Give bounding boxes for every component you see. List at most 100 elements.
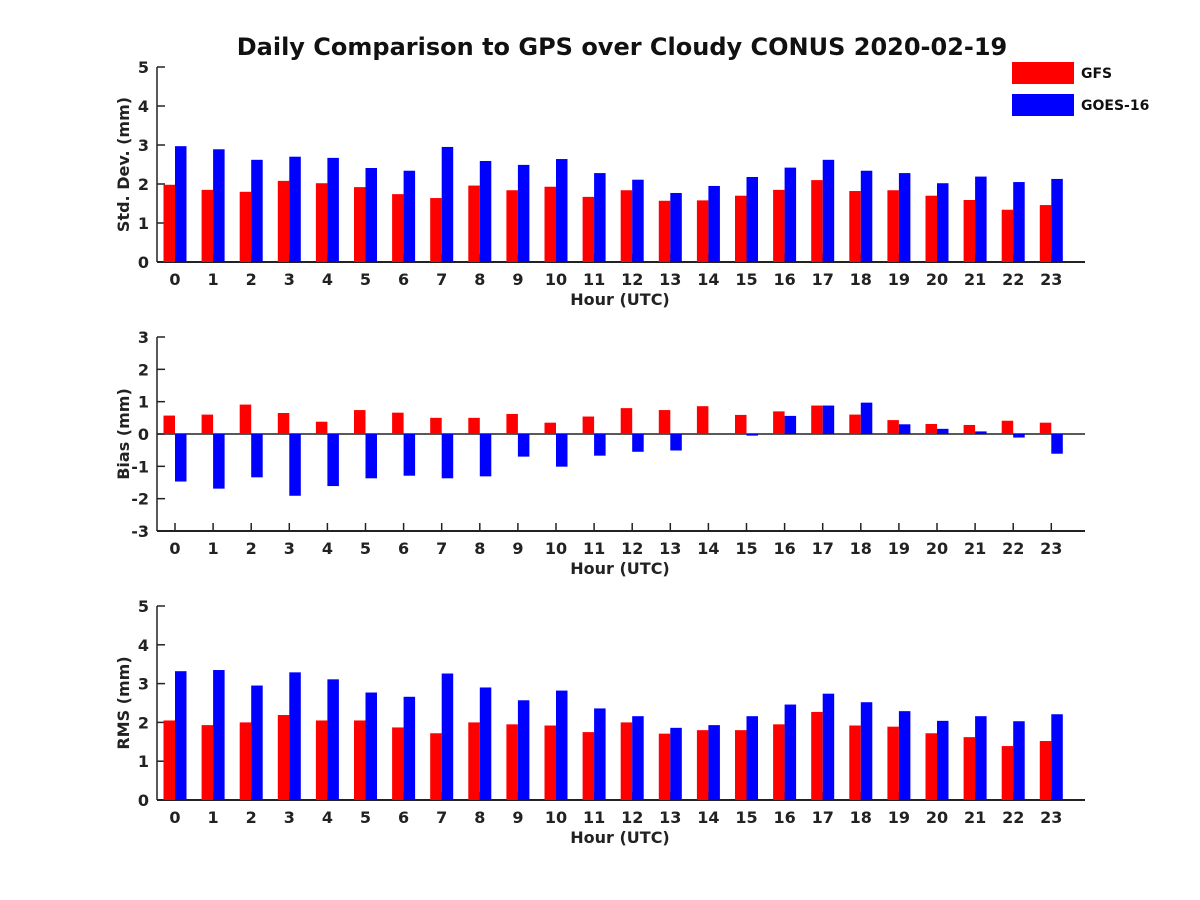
bar-gfs-hour-14 <box>696 200 709 262</box>
x-tick-label: 9 <box>512 270 523 289</box>
x-tick-label: 21 <box>964 270 986 289</box>
x-tick-label: 10 <box>545 270 567 289</box>
bar-goes16-hour-7 <box>441 146 454 262</box>
bar-goes16-hour-21 <box>975 431 987 434</box>
y-tick-label: -1 <box>131 457 149 476</box>
y-tick-label: -2 <box>131 490 149 509</box>
bar-gfs-hour-1 <box>201 725 214 800</box>
y-tick-label: 0 <box>138 791 149 810</box>
bar-goes16-hour-6 <box>403 170 416 262</box>
y-tick-label: 1 <box>138 214 149 233</box>
bar-goes16-hour-3 <box>289 672 301 800</box>
bar-gfs-hour-8 <box>468 722 480 800</box>
bar-goes16-hour-23 <box>1051 714 1063 800</box>
bar-gfs-hour-5 <box>354 720 366 800</box>
bar-goes16-hour-18 <box>860 702 873 800</box>
bar-goes16-hour-20 <box>937 428 949 434</box>
bar-gfs-hour-10 <box>544 725 556 800</box>
bar-gfs-hour-1 <box>201 189 214 262</box>
bar-gfs-hour-8 <box>468 417 480 434</box>
bar-gfs-hour-6 <box>392 727 404 800</box>
bar-gfs-hour-20 <box>925 733 937 800</box>
bar-goes16-hour-14 <box>708 725 720 800</box>
x-tick-label: 5 <box>360 808 371 827</box>
x-tick-label: 16 <box>773 539 795 558</box>
bar-goes16-hour-16 <box>784 415 797 434</box>
bar-gfs-hour-5 <box>354 187 366 262</box>
x-tick-label: 22 <box>1002 539 1024 558</box>
bar-goes16-hour-21 <box>975 176 987 262</box>
y-tick-label: 1 <box>138 393 149 412</box>
x-tick-label: 11 <box>583 539 605 558</box>
y-axis-label: RMS (mm) <box>114 656 133 749</box>
y-tick-label: 0 <box>138 253 149 272</box>
x-tick-label: 3 <box>284 808 295 827</box>
bar-goes16-hour-22 <box>1013 721 1025 800</box>
bar-gfs-hour-6 <box>392 412 404 434</box>
bar-goes16-hour-11 <box>594 708 606 800</box>
bar-gfs-hour-2 <box>239 191 252 262</box>
y-tick-label: 4 <box>138 636 149 655</box>
bar-goes16-hour-0 <box>175 671 187 800</box>
x-tick-label: 6 <box>398 270 409 289</box>
x-tick-label: 14 <box>697 539 719 558</box>
x-tick-label: 20 <box>926 270 948 289</box>
bar-goes16-hour-23 <box>1051 434 1063 454</box>
chart-title: Daily Comparison to GPS over Cloudy CONU… <box>237 33 1008 61</box>
x-tick-label: 1 <box>208 539 219 558</box>
bar-gfs-hour-18 <box>849 414 861 434</box>
bar-gfs-hour-2 <box>239 404 252 434</box>
bar-goes16-hour-4 <box>327 679 339 800</box>
y-tick-label: 0 <box>138 425 149 444</box>
bar-goes16-hour-0 <box>175 146 187 262</box>
x-tick-label: 12 <box>621 808 643 827</box>
legend-label-goes16: GOES-16 <box>1081 98 1149 114</box>
bar-goes16-hour-20 <box>937 720 949 800</box>
bar-gfs-hour-22 <box>1001 420 1014 434</box>
bar-gfs-hour-21 <box>963 424 976 434</box>
bar-goes16-hour-1 <box>213 434 225 489</box>
y-tick-label: 5 <box>138 597 149 616</box>
bar-goes16-hour-11 <box>594 434 606 456</box>
x-tick-label: 15 <box>735 270 757 289</box>
bar-gfs-hour-23 <box>1039 205 1052 262</box>
x-tick-label: 7 <box>436 539 447 558</box>
bar-gfs-hour-10 <box>544 422 556 434</box>
y-tick-label: -3 <box>131 522 149 541</box>
bar-gfs-hour-17 <box>811 711 823 800</box>
bar-gfs-hour-2 <box>239 722 252 800</box>
bar-gfs-hour-16 <box>773 411 785 434</box>
bar-gfs-hour-3 <box>277 180 290 262</box>
x-tick-label: 7 <box>436 808 447 827</box>
bar-goes16-hour-8 <box>479 434 492 477</box>
x-tick-label: 1 <box>208 270 219 289</box>
y-tick-label: 3 <box>138 328 149 347</box>
bar-goes16-hour-3 <box>289 434 301 496</box>
bar-gfs-hour-12 <box>620 408 633 434</box>
x-tick-label: 10 <box>545 539 567 558</box>
x-tick-label: 18 <box>850 539 872 558</box>
bar-goes16-hour-21 <box>975 716 987 800</box>
bar-gfs-hour-12 <box>620 722 633 800</box>
bar-goes16-hour-10 <box>556 434 568 467</box>
x-tick-label: 22 <box>1002 808 1024 827</box>
bar-goes16-hour-2 <box>251 685 263 800</box>
bar-gfs-hour-14 <box>696 406 709 434</box>
bar-goes16-hour-19 <box>898 424 911 434</box>
bar-goes16-hour-11 <box>594 173 606 262</box>
x-tick-label: 21 <box>964 539 986 558</box>
x-tick-label: 17 <box>812 270 834 289</box>
bar-goes16-hour-17 <box>822 405 835 434</box>
bar-gfs-hour-15 <box>735 730 747 800</box>
x-tick-label: 13 <box>659 270 681 289</box>
chart-legend: GFS GOES-16 <box>1012 62 1149 116</box>
bar-goes16-hour-18 <box>860 402 873 434</box>
y-tick-label: 2 <box>138 713 149 732</box>
bar-gfs-hour-22 <box>1001 209 1014 262</box>
bar-gfs-hour-19 <box>887 420 899 434</box>
